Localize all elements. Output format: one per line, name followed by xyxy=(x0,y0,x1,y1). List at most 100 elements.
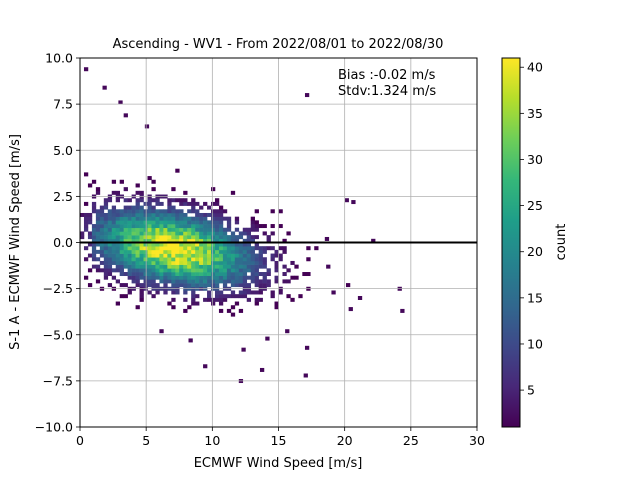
heatmap-cell xyxy=(103,220,109,225)
heatmap-cell xyxy=(119,253,124,258)
heatmap-cell xyxy=(203,268,208,273)
heatmap-cell xyxy=(119,231,124,236)
heatmap-cell xyxy=(159,235,164,240)
heatmap-outlier-cell xyxy=(331,290,336,295)
heatmap-cell xyxy=(238,231,244,236)
heatmap-cell xyxy=(207,260,212,265)
heatmap-cell xyxy=(214,279,220,284)
x-tick-label: 15 xyxy=(271,433,287,448)
heatmap-cell xyxy=(254,246,259,251)
heatmap-cell xyxy=(183,216,188,221)
heatmap-cell xyxy=(214,294,220,299)
heatmap-cell xyxy=(254,209,259,214)
heatmap-cell xyxy=(167,279,172,284)
heatmap-cell xyxy=(119,257,124,262)
heatmap-cell xyxy=(123,227,128,232)
heatmap-cell xyxy=(135,268,140,273)
heatmap-cell xyxy=(151,235,156,240)
heatmap-cell xyxy=(199,242,204,247)
heatmap-cell xyxy=(171,198,176,203)
heatmap-cell xyxy=(155,268,160,273)
heatmap-cell xyxy=(127,253,132,258)
heatmap-cell xyxy=(195,268,200,273)
heatmap-cell xyxy=(167,249,172,254)
heatmap-cell xyxy=(187,253,192,258)
heatmap-cell xyxy=(195,279,200,284)
heatmap-cell xyxy=(87,283,93,288)
heatmap-cell xyxy=(111,231,117,236)
heatmap-cell xyxy=(139,290,144,295)
heatmap-cell xyxy=(163,238,168,243)
heatmap-cell xyxy=(218,216,224,221)
heatmap-cell xyxy=(203,238,208,243)
heatmap-cell xyxy=(254,253,259,258)
heatmap-cell xyxy=(123,294,128,299)
heatmap-cell xyxy=(119,179,124,184)
heatmap-cell xyxy=(183,190,188,195)
heatmap-cell xyxy=(80,235,85,240)
heatmap-cell xyxy=(191,198,196,203)
heatmap-cell xyxy=(135,249,140,254)
heatmap-cell xyxy=(246,231,252,236)
heatmap-cell xyxy=(155,283,160,288)
heatmap-cell xyxy=(107,249,113,254)
heatmap-cell xyxy=(238,308,244,313)
heatmap-cell xyxy=(143,235,148,240)
heatmap-cell xyxy=(191,294,196,299)
heatmap-cell xyxy=(250,246,255,251)
heatmap-cell xyxy=(195,253,200,258)
heatmap-cell xyxy=(147,176,152,181)
heatmap-cell xyxy=(199,224,204,229)
heatmap-cell xyxy=(139,190,144,195)
heatmap-cell xyxy=(258,264,263,269)
heatmap-cell xyxy=(199,246,204,251)
heatmap-cell xyxy=(191,264,196,269)
heatmap-cell xyxy=(131,209,136,214)
heatmap-cell xyxy=(115,257,120,262)
heatmap-cell xyxy=(238,283,244,288)
heatmap-cell xyxy=(218,290,224,295)
heatmap-cell xyxy=(151,283,156,288)
heatmap-cell xyxy=(191,253,196,258)
heatmap-cell xyxy=(147,216,152,221)
heatmap-cell xyxy=(218,212,224,217)
heatmap-cell xyxy=(135,275,140,280)
heatmap-cell xyxy=(167,246,172,251)
heatmap-cell xyxy=(211,297,216,302)
heatmap-cell xyxy=(83,275,89,280)
heatmap-cell xyxy=(115,242,120,247)
heatmap-cell xyxy=(203,249,208,254)
heatmap-cell xyxy=(246,249,252,254)
heatmap-cell xyxy=(214,272,220,277)
heatmap-cell xyxy=(258,260,263,265)
heatmap-cell xyxy=(258,246,263,251)
heatmap-cell xyxy=(111,257,117,262)
heatmap-cell xyxy=(195,242,200,247)
heatmap-cell xyxy=(258,249,263,254)
heatmap-cell xyxy=(211,220,216,225)
heatmap-cell xyxy=(159,227,164,232)
heatmap-cell xyxy=(159,260,164,265)
heatmap-cell xyxy=(179,224,184,229)
heatmap-cell xyxy=(127,209,132,214)
heatmap-cell xyxy=(274,305,279,310)
heatmap-cell xyxy=(139,297,144,302)
heatmap-cell xyxy=(183,283,188,288)
heatmap-cell xyxy=(131,224,136,229)
heatmap-cell xyxy=(167,301,172,306)
heatmap-cell xyxy=(139,246,144,251)
heatmap-cell xyxy=(167,257,172,262)
heatmap-cell xyxy=(135,227,140,232)
heatmap-cell xyxy=(163,279,168,284)
heatmap-cell xyxy=(290,297,295,302)
heatmap-cell xyxy=(171,283,176,288)
heatmap-cell xyxy=(250,268,255,273)
heatmap-cell xyxy=(99,238,105,243)
heatmap-cell xyxy=(99,205,105,210)
heatmap-cell xyxy=(214,231,220,236)
heatmap-cell xyxy=(95,216,101,221)
heatmap-outlier-cell xyxy=(351,200,356,205)
heatmap-cell xyxy=(246,238,252,243)
heatmap-outlier-cell xyxy=(144,124,150,129)
heatmap-cell xyxy=(246,253,252,258)
